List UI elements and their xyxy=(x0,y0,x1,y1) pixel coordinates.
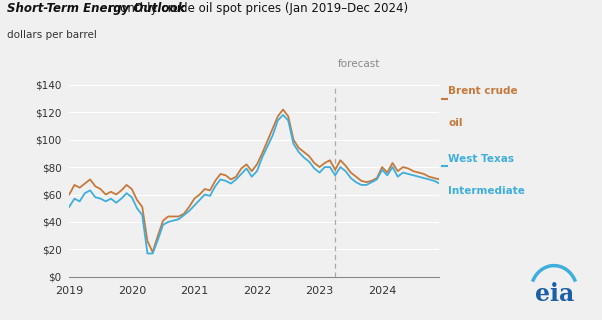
Text: Short-Term Energy Outlook: Short-Term Energy Outlook xyxy=(7,2,186,15)
Text: Brent crude: Brent crude xyxy=(448,86,518,96)
Text: monthly crude oil spot prices (Jan 2019–Dec 2024): monthly crude oil spot prices (Jan 2019–… xyxy=(105,2,409,15)
Text: forecast: forecast xyxy=(338,59,380,69)
Text: West Texas: West Texas xyxy=(448,154,515,164)
Text: eia: eia xyxy=(535,283,574,307)
Text: Intermediate: Intermediate xyxy=(448,186,526,196)
Text: oil: oil xyxy=(448,118,463,128)
Text: dollars per barrel: dollars per barrel xyxy=(7,30,97,40)
